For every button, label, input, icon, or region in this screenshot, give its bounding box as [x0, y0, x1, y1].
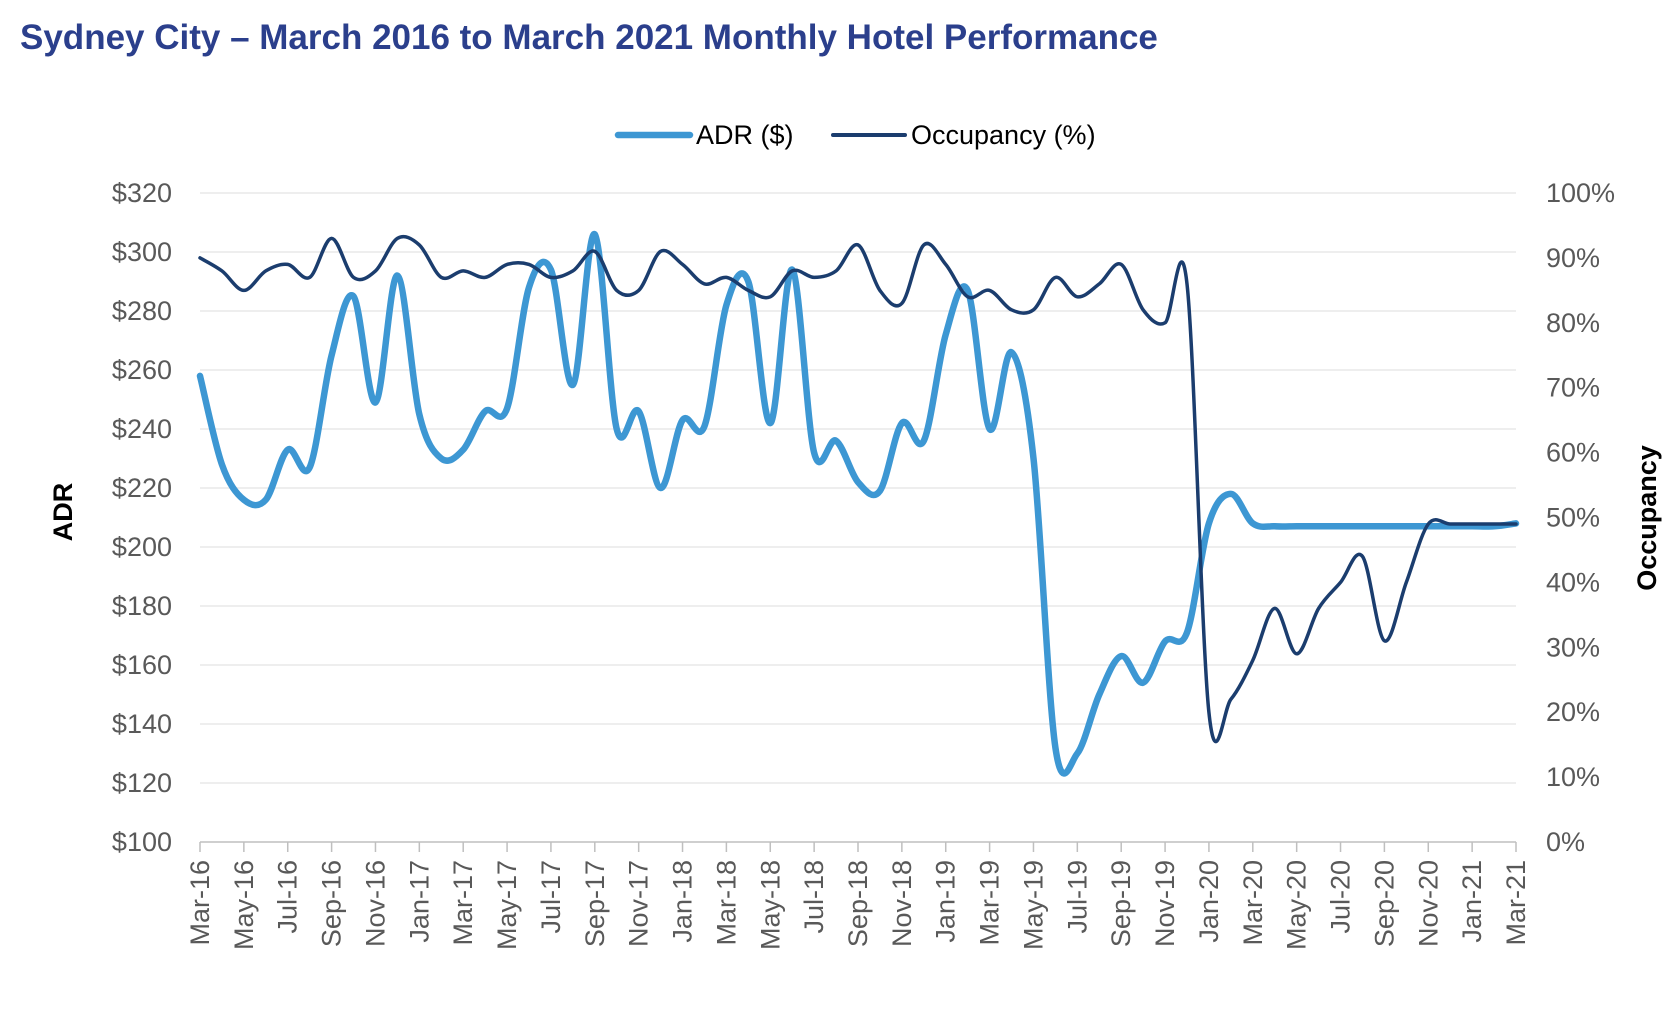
chart-title: Sydney City – March 2016 to March 2021 M… [20, 18, 1158, 57]
x-tick-label: Jul-20 [1326, 860, 1356, 934]
x-tick-label: Mar-21 [1501, 860, 1531, 946]
x-tick-label: Sep-17 [580, 860, 610, 947]
x-tick-label: Jan-17 [404, 860, 434, 943]
adr-series-line [196, 231, 1520, 777]
x-tick-label: Jul-17 [536, 860, 566, 934]
y-axis-left: $100 $120 $140 $160 $180 $200 $220 $240 $260 $280… [112, 178, 172, 857]
y-right-tick-label: 60% [1546, 438, 1600, 468]
x-tick-label: Nov-17 [624, 860, 654, 947]
legend-adr-label: ADR ($) [696, 120, 794, 150]
y-left-tick-label: $160 [112, 650, 172, 680]
y-left-tick-label: $100 [112, 827, 172, 857]
y-right-tick-label: 50% [1546, 503, 1600, 533]
y-left-tick-label: $260 [112, 355, 172, 385]
x-tick-label: Mar-19 [975, 860, 1005, 946]
x-tick-label: Nov-18 [887, 860, 917, 947]
x-tick-label: May-19 [1018, 860, 1048, 950]
x-tick-label: Jul-16 [273, 860, 303, 934]
x-tick-label: May-18 [755, 860, 785, 950]
y-right-tick-label: 20% [1546, 697, 1600, 727]
y-right-tick-label: 100% [1546, 178, 1615, 208]
y-right-tick-label: 30% [1546, 632, 1600, 662]
y-left-tick-label: $220 [112, 473, 172, 503]
x-tick-label: Mar-20 [1238, 860, 1268, 946]
y-right-tick-label: 70% [1546, 373, 1600, 403]
y-right-tick-label: 90% [1546, 243, 1600, 273]
y-axis-right: 0% 10% 20% 30% 40% 50% 60% 70% 80% 90% 100% [1546, 178, 1615, 857]
x-tick-label: Mar-17 [448, 860, 478, 946]
y-right-tick-label: 0% [1546, 827, 1585, 857]
y-right-tick-label: 10% [1546, 762, 1600, 792]
y-left-tick-label: $280 [112, 296, 172, 326]
x-tick-label: Jan-21 [1457, 860, 1487, 943]
x-tick-label: Sep-16 [317, 860, 347, 947]
x-tick-label: Sep-18 [843, 860, 873, 947]
y-left-tick-label: $320 [112, 178, 172, 208]
x-tick-label: Sep-19 [1106, 860, 1136, 947]
legend: ADR ($) Occupancy (%) [614, 120, 1096, 150]
x-tick-label: Jan-20 [1194, 860, 1224, 943]
x-tick-label: May-16 [229, 860, 259, 950]
x-tick-label: Mar-16 [185, 860, 215, 946]
y-left-tick-label: $300 [112, 237, 172, 267]
series-group [196, 231, 1520, 777]
x-tick-label: Nov-19 [1150, 860, 1180, 947]
gridlines [200, 192, 1516, 784]
y-left-tick-label: $200 [112, 532, 172, 562]
y-axis-right-title: Occupancy [1632, 445, 1662, 591]
x-tick-label: Jan-19 [931, 860, 961, 943]
x-tick-label: Sep-20 [1369, 860, 1399, 947]
y-right-tick-label: 80% [1546, 308, 1600, 338]
x-tick-label: Nov-20 [1413, 860, 1443, 947]
y-left-tick-label: $180 [112, 591, 172, 621]
x-tick-label: May-17 [492, 860, 522, 950]
x-tick-label: Jul-18 [799, 860, 829, 934]
y-axis-left-title: ADR [48, 483, 78, 542]
x-tick-label: May-20 [1282, 860, 1312, 950]
x-tick-label: Mar-18 [711, 860, 741, 946]
x-tick-label: Jul-19 [1062, 860, 1092, 934]
y-right-tick-label: 40% [1546, 567, 1600, 597]
occupancy-series-line [198, 234, 1518, 744]
legend-occupancy-label: Occupancy (%) [911, 120, 1096, 150]
y-left-tick-label: $140 [112, 709, 172, 739]
x-tick-label: Nov-16 [360, 860, 390, 947]
x-axis: Mar-16 May-16 Jul-16 Sep-16 Nov-16 Jan-17 Mar-… [185, 841, 1531, 950]
y-left-tick-label: $240 [112, 414, 172, 444]
y-left-tick-label: $120 [112, 768, 172, 798]
x-tick-label: Jan-18 [668, 860, 698, 943]
